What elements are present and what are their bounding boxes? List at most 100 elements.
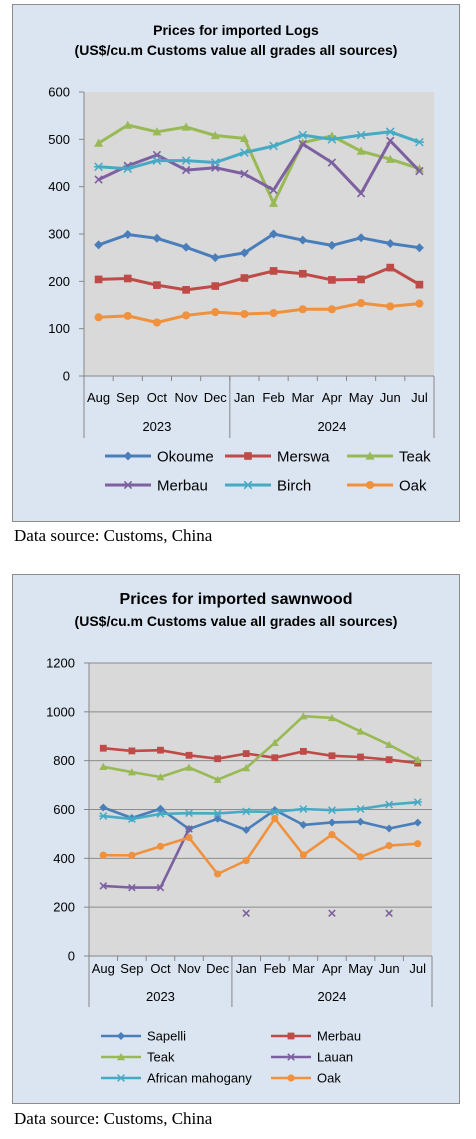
logs-legend-merbau: Merbau — [105, 477, 208, 494]
logs-series-okoume-point — [356, 233, 366, 243]
sawnwood-legend-lauan-marker — [287, 1053, 295, 1061]
sawnwood-series-african-mahogany-point — [270, 808, 279, 816]
logs-series-teak-point — [356, 146, 366, 155]
logs-series-teak-point — [152, 127, 162, 136]
sawnwood-chart-subtitle: (US$/cu.m Customs value all grades all s… — [75, 613, 398, 629]
sawnwood-series-merbau-point — [99, 744, 107, 752]
sawnwood-y-tick-label: 200 — [53, 900, 75, 915]
logs-series-merswa-point — [357, 275, 365, 284]
logs-series-merswa-point — [269, 267, 278, 275]
sawnwood-series-sapelli-point — [356, 817, 365, 826]
sawnwood-series-oak-point — [385, 842, 393, 850]
sawnwood-series-teak-point — [242, 763, 251, 772]
logs-x-tick-label: Nov — [175, 390, 199, 405]
logs-series-teak — [94, 120, 424, 207]
logs-series-okoume-point — [210, 253, 220, 263]
logs-series-teak-point — [210, 131, 220, 140]
sawnwood-series-sapelli-point — [99, 803, 108, 812]
logs-legend-okoume-marker — [123, 451, 133, 461]
logs-series-birch — [93, 127, 425, 174]
logs-series-birch-point — [385, 127, 395, 137]
logs-x-tick-label: Jan — [234, 390, 255, 405]
sawnwood-series-african-mahogany-point — [184, 809, 194, 818]
logs-series-okoume-point — [239, 248, 249, 258]
logs-y-tick-label: 300 — [48, 227, 70, 242]
sawnwood-series-african-mahogany-point — [327, 806, 337, 815]
logs-series-okoume-line — [98, 232, 420, 260]
sawnwood-x-tick-label: Oct — [150, 961, 171, 976]
logs-series-birch-point — [298, 130, 308, 140]
sawnwood-series-merbau-point — [214, 755, 222, 763]
sawnwood-series-african-mahogany-line — [103, 800, 418, 821]
logs-series-okoume — [94, 229, 424, 263]
sawnwood-series-oak-point — [99, 851, 107, 859]
sawnwood-series-lauan — [99, 825, 393, 918]
sawnwood-year-label: 2023 — [146, 989, 175, 1004]
logs-series-okoume-point — [269, 229, 279, 239]
sawnwood-series-teak-point — [299, 712, 308, 720]
logs-series-okoume-point — [152, 233, 162, 243]
sawnwood-series-african-mahogany — [99, 798, 422, 823]
sawnwood-x-tick-label: Aug — [92, 961, 115, 976]
sawnwood-series-teak — [99, 712, 422, 783]
sawnwood-series-teak-point — [270, 738, 279, 747]
logs-series-merbau — [94, 136, 424, 198]
logs-series-teak-point — [269, 198, 279, 207]
sawnwood-series-lauan-point — [185, 825, 193, 833]
logs-legend-birch-marker — [243, 480, 253, 490]
sawnwood-series-oak-point — [299, 851, 307, 859]
sawnwood-series-african-mahogany-point — [156, 809, 165, 818]
logs-x-tick-label: May — [349, 390, 374, 405]
sawnwood-series-teak-point — [99, 762, 108, 770]
sawnwood-series-oak-point — [128, 851, 136, 860]
logs-legend-teak-label: Teak — [399, 448, 431, 465]
logs-series-birch-point — [93, 162, 104, 172]
sawnwood-x-tick-label: Jul — [409, 961, 426, 976]
logs-series-oak-point — [269, 308, 278, 318]
logs-y-tick-label: 500 — [48, 132, 70, 147]
sawnwood-chart-panel: Prices for imported sawnwood (US$/cu.m Cu… — [12, 574, 460, 1104]
logs-series-birch-point — [356, 130, 366, 140]
logs-series-merswa-point — [415, 280, 424, 289]
sawnwood-legend-sapelli-label: Sapelli — [147, 1029, 186, 1044]
logs-legend-oak-marker — [365, 480, 375, 490]
sawnwood-x-tick-label: Jan — [236, 961, 257, 976]
sawnwood-y-tick-label: 0 — [68, 949, 75, 964]
logs-series-okoume-point — [94, 240, 104, 250]
sawnwood-x-tick-label: Dec — [206, 961, 230, 976]
logs-series-merbau-point — [298, 139, 307, 149]
logs-legend-merswa-label: Merswa — [277, 448, 330, 465]
sawnwood-legend-merbau: Merbau — [271, 1029, 361, 1044]
logs-x-tick-label: Oct — [147, 390, 168, 405]
logs-legend-birch-label: Birch — [277, 477, 311, 494]
sawnwood-data-source: Data source: Customs, China — [14, 1109, 213, 1128]
sawnwood-series-teak-point — [385, 740, 394, 748]
logs-chart-title: Prices for imported Logs — [153, 22, 319, 38]
sawnwood-series-merbau-point — [328, 752, 336, 760]
logs-chart-subtitle: (US$/cu.m Customs value all grades all s… — [75, 42, 398, 58]
logs-series-teak-point — [181, 122, 191, 131]
logs-chart: Prices for imported Logs (US$/cu.m Custom… — [48, 22, 435, 494]
sawnwood-chart-title: Prices for imported sawnwood — [120, 591, 353, 608]
sawnwood-series-african-mahogany-point — [242, 807, 251, 816]
logs-series-merswa-point — [123, 274, 132, 283]
sawnwood-series-teak-point — [327, 713, 336, 722]
sawnwood-series-teak-point — [127, 768, 136, 776]
sawnwood-series-teak-line — [103, 714, 419, 781]
logs-legend-oak-label: Oak — [399, 477, 427, 494]
sawnwood-x-tick-label: Feb — [264, 961, 286, 976]
sawnwood-series-teak-point — [213, 775, 222, 783]
logs-series-oak-point — [386, 302, 395, 311]
logs-series-merbau-point — [94, 175, 103, 184]
logs-series-okoume-point — [298, 235, 308, 245]
logs-legend-okoume-label: Okoume — [157, 448, 214, 465]
logs-series-merswa-point — [240, 274, 249, 282]
logs-series-oak-point — [94, 313, 103, 322]
logs-series-oak — [94, 299, 424, 327]
logs-series-oak-point — [240, 309, 249, 319]
sawnwood-y-tick-label: 1200 — [46, 656, 75, 671]
logs-x-tick-label: Aug — [87, 390, 110, 405]
logs-series-oak-line — [98, 301, 420, 324]
logs-series-merswa-line — [98, 266, 421, 292]
logs-series-birch-point — [268, 141, 279, 151]
